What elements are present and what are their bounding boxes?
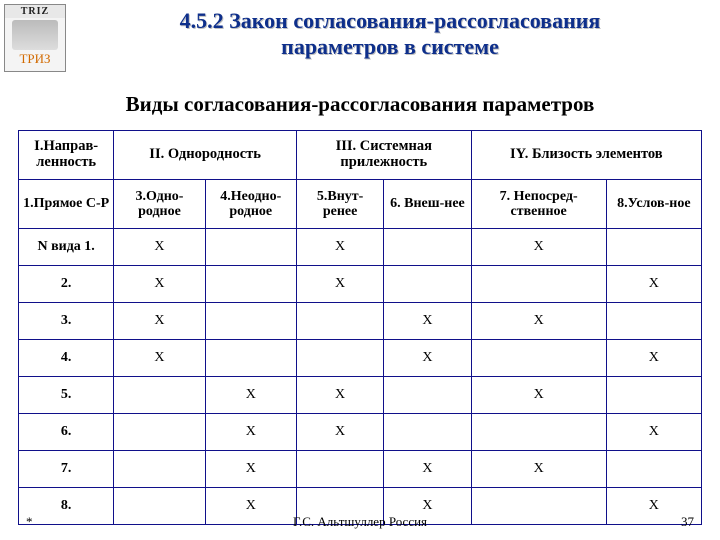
table-sub-header-row: 1.Прямое С-Р3.Одно-родное4.Неодно-родное… bbox=[19, 180, 702, 229]
table-cell: Х bbox=[296, 266, 383, 303]
table-group-header-row: I.Направ-ленностьII. ОднородностьIII. Си… bbox=[19, 131, 702, 180]
logo-top-text: TRIZ bbox=[5, 5, 65, 18]
table-cell bbox=[205, 340, 296, 377]
slide-title: 4.5.2 Закон согласования-рассогласования… bbox=[80, 8, 700, 61]
logo-portrait bbox=[12, 20, 58, 50]
table-cell bbox=[471, 340, 606, 377]
table-cell: Х bbox=[471, 229, 606, 266]
table-cell bbox=[205, 229, 296, 266]
table-cell: Х bbox=[296, 229, 383, 266]
table-cell bbox=[296, 340, 383, 377]
table-cell: Х bbox=[296, 414, 383, 451]
table-row: 2.ХХХ bbox=[19, 266, 702, 303]
title-line-2: параметров в системе bbox=[281, 34, 499, 59]
slide-footer: * Г.С. Альтшуллер Россия 37 bbox=[0, 514, 720, 530]
footer-right: 37 bbox=[654, 514, 694, 530]
table-cell bbox=[114, 414, 205, 451]
parameters-table-wrap: I.Направ-ленностьII. ОднородностьIII. Си… bbox=[18, 130, 702, 525]
parameters-table: I.Направ-ленностьII. ОднородностьIII. Си… bbox=[18, 130, 702, 525]
row-label: 7. bbox=[19, 451, 114, 488]
table-row: 5.ХХХ bbox=[19, 377, 702, 414]
table-cell bbox=[606, 451, 701, 488]
table-cell: Х bbox=[471, 303, 606, 340]
title-line-1: 4.5.2 Закон согласования-рассогласования bbox=[180, 8, 601, 33]
logo-bottom-text: ТРИЗ bbox=[19, 51, 50, 67]
table-cell: Х bbox=[114, 340, 205, 377]
sub-header-5: 6. Внеш-нее bbox=[384, 180, 471, 229]
row-label: 6. bbox=[19, 414, 114, 451]
table-cell bbox=[471, 266, 606, 303]
table-cell: Х bbox=[384, 340, 471, 377]
sub-header-6: 7. Непосред-ственное bbox=[471, 180, 606, 229]
table-cell bbox=[384, 414, 471, 451]
table-cell: Х bbox=[384, 303, 471, 340]
row-label: 5. bbox=[19, 377, 114, 414]
table-cell: Х bbox=[471, 377, 606, 414]
table-cell: Х bbox=[205, 451, 296, 488]
table-cell bbox=[606, 229, 701, 266]
table-cell: Х bbox=[296, 377, 383, 414]
table-cell bbox=[606, 377, 701, 414]
table-cell bbox=[205, 266, 296, 303]
table-row: 3.ХХХ bbox=[19, 303, 702, 340]
table-cell bbox=[114, 451, 205, 488]
table-row: N вида 1.ХХХ bbox=[19, 229, 702, 266]
table-cell bbox=[384, 266, 471, 303]
row-label: 3. bbox=[19, 303, 114, 340]
table-cell: Х bbox=[114, 266, 205, 303]
table-cell: Х bbox=[205, 377, 296, 414]
table-row: 6.ХХХ bbox=[19, 414, 702, 451]
sub-header-7: 8.Услов-ное bbox=[606, 180, 701, 229]
table-cell bbox=[296, 451, 383, 488]
table-row: 4.ХХХ bbox=[19, 340, 702, 377]
footer-center: Г.С. Альтшуллер Россия bbox=[66, 514, 654, 530]
table-cell: Х bbox=[606, 414, 701, 451]
table-cell bbox=[114, 377, 205, 414]
row-label: 2. bbox=[19, 266, 114, 303]
table-cell: Х bbox=[606, 340, 701, 377]
table-body: N вида 1.ХХХ2.ХХХ3.ХХХ4.ХХХ5.ХХХ6.ХХХ7.Х… bbox=[19, 229, 702, 525]
row-label: 4. bbox=[19, 340, 114, 377]
sub-header-1: 1.Прямое С-Р bbox=[19, 180, 114, 229]
table-cell bbox=[296, 303, 383, 340]
sub-header-2: 3.Одно-родное bbox=[114, 180, 205, 229]
table-row: 7.ХХХ bbox=[19, 451, 702, 488]
slide-subtitle: Виды согласования-рассогласования параме… bbox=[0, 92, 720, 117]
table-cell: Х bbox=[114, 303, 205, 340]
table-cell bbox=[384, 377, 471, 414]
table-cell: Х bbox=[471, 451, 606, 488]
table-cell bbox=[471, 414, 606, 451]
group-header-4: IY. Близость элементов bbox=[471, 131, 701, 180]
table-cell: Х bbox=[205, 414, 296, 451]
table-cell bbox=[606, 303, 701, 340]
sub-header-4: 5.Внут-ренее bbox=[296, 180, 383, 229]
table-cell bbox=[205, 303, 296, 340]
table-cell bbox=[384, 229, 471, 266]
table-cell: Х bbox=[384, 451, 471, 488]
group-header-2: II. Однородность bbox=[114, 131, 297, 180]
sub-header-3: 4.Неодно-родное bbox=[205, 180, 296, 229]
group-header-1: I.Направ-ленность bbox=[19, 131, 114, 180]
row-label: N вида 1. bbox=[19, 229, 114, 266]
table-cell: Х bbox=[114, 229, 205, 266]
table-cell: Х bbox=[606, 266, 701, 303]
footer-left: * bbox=[26, 514, 66, 530]
group-header-3: III. Системная прилежность bbox=[296, 131, 471, 180]
triz-logo: TRIZ ТРИЗ bbox=[4, 4, 66, 72]
